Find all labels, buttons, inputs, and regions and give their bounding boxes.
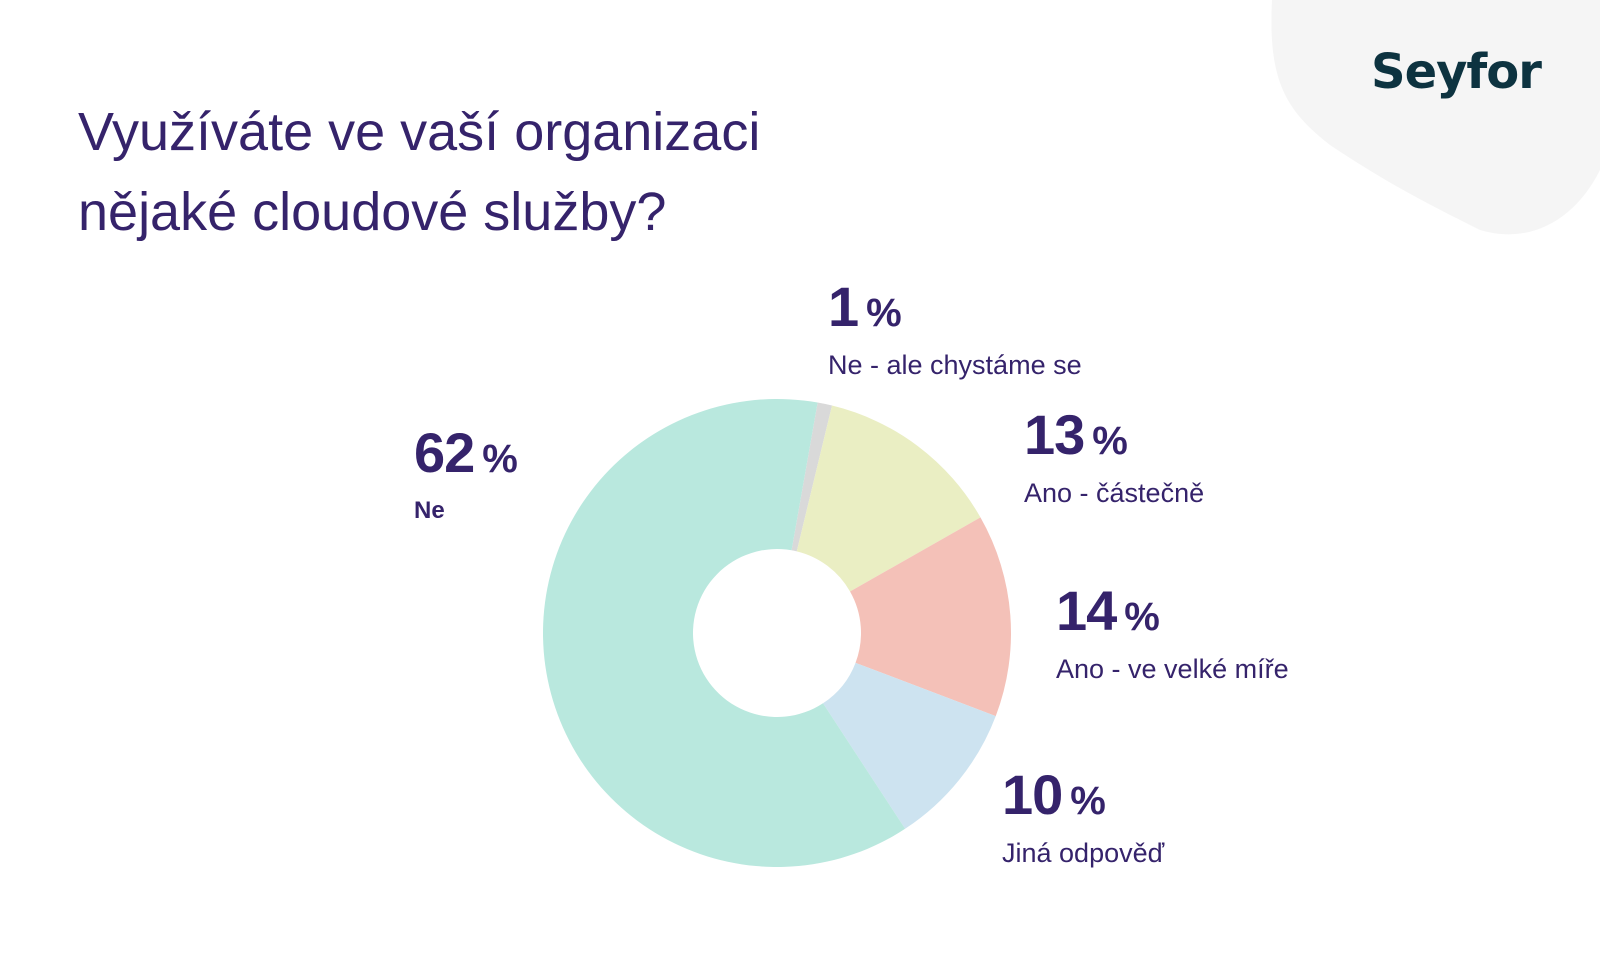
percent-sign: % [1070,779,1106,823]
category-label: Ano - částečně [1024,478,1205,508]
label-ano-ve-velke-mire: 14% Ano - ve velké míře [1056,582,1289,686]
donut-slice-0 [791,402,833,552]
category-label: Ne [414,497,445,524]
category-label: Ano - ve velké míře [1056,654,1289,684]
label-jina-odpoved: 10% Jiná odpověď [1002,766,1164,870]
donut-slice-2 [850,517,1011,717]
percent-sign: % [1092,419,1128,463]
percent-sign: % [866,291,902,335]
data-label-value: 62 [414,421,475,484]
donut-slice-1 [796,405,981,592]
percent-sign: % [1124,595,1160,639]
seyfor-logo: Seyfor [1371,44,1542,100]
label-ne: 62% Ne [414,421,518,528]
percent-sign: % [482,437,518,481]
category-label: Ne - ale chystáme se [828,350,1082,380]
data-label-value: 13 [1024,403,1085,466]
data-label-value: 1 [828,275,859,338]
donut-slice-3 [822,662,996,829]
label-ne-ale-chystame-se: 1% Ne - ale chystáme se [828,278,1082,382]
category-label: Jiná odpověď [1002,838,1165,868]
label-ano-castecne: 13% Ano - částečně [1024,406,1204,510]
title-line-2: nějaké cloudové služby? [78,182,667,242]
donut-slice-4 [543,398,906,868]
title-line-1: Využíváte ve vaší organizaci [78,102,761,162]
data-label-value: 14 [1056,579,1117,642]
data-label-value: 10 [1002,763,1063,826]
page-title: Využíváte ve vaší organizaci nějaké clou… [78,92,978,252]
